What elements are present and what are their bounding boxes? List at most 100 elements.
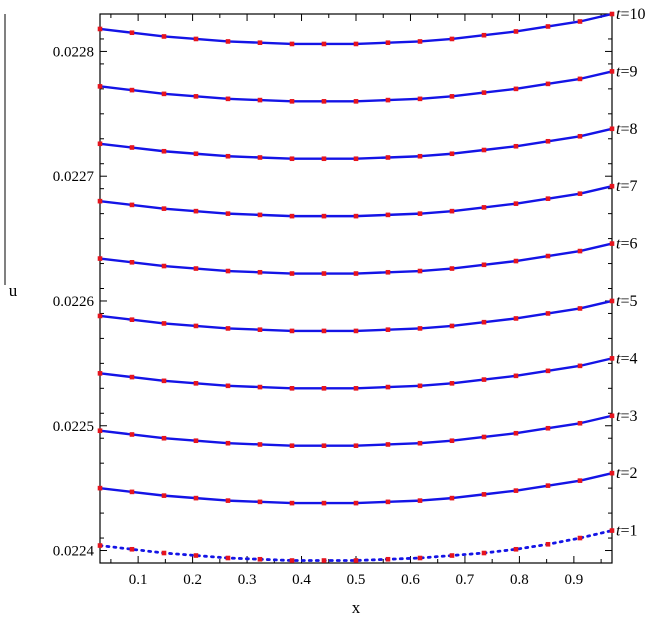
series-line bbox=[99, 414, 613, 447]
data-point bbox=[321, 558, 327, 563]
series-line bbox=[99, 242, 613, 275]
data-point bbox=[289, 443, 295, 449]
series-4 bbox=[97, 356, 615, 391]
data-point bbox=[353, 386, 359, 391]
data-point bbox=[129, 145, 135, 150]
data-point bbox=[353, 558, 359, 563]
y-tick-label: 0.0227 bbox=[53, 169, 95, 185]
data-point bbox=[161, 493, 167, 498]
data-point bbox=[513, 430, 519, 436]
data-point bbox=[609, 183, 615, 189]
series-6 bbox=[97, 241, 615, 276]
data-point bbox=[609, 356, 615, 361]
data-point bbox=[513, 201, 519, 206]
data-point bbox=[257, 97, 263, 103]
data-point bbox=[97, 256, 103, 261]
data-point bbox=[417, 383, 423, 389]
data-point bbox=[257, 384, 263, 390]
data-point bbox=[193, 323, 199, 329]
data-point bbox=[129, 259, 135, 265]
series-layer bbox=[97, 11, 615, 563]
data-point bbox=[481, 319, 487, 325]
data-point bbox=[225, 383, 231, 389]
data-point bbox=[289, 99, 295, 104]
data-point bbox=[417, 39, 423, 44]
data-point bbox=[257, 155, 263, 160]
data-point bbox=[545, 483, 551, 488]
data-point bbox=[449, 438, 455, 444]
data-point bbox=[97, 543, 103, 548]
data-point bbox=[321, 213, 327, 219]
data-point bbox=[193, 208, 199, 214]
data-point bbox=[353, 500, 359, 506]
data-point bbox=[545, 368, 551, 374]
series-label: t=5 bbox=[616, 293, 637, 310]
data-point bbox=[481, 90, 487, 95]
data-point bbox=[129, 432, 135, 437]
data-point bbox=[321, 156, 327, 162]
data-point bbox=[385, 269, 391, 275]
data-point bbox=[481, 147, 487, 153]
data-point bbox=[353, 41, 359, 47]
data-point bbox=[481, 377, 487, 382]
x-tick-label: 0.8 bbox=[510, 572, 529, 588]
data-point bbox=[161, 263, 167, 269]
data-point bbox=[193, 438, 199, 444]
data-point bbox=[225, 326, 231, 331]
data-point bbox=[225, 39, 231, 44]
data-point bbox=[449, 381, 455, 386]
y-axis: 0.0224 0.0225 0.0226 0.0227 0.0228 bbox=[53, 13, 612, 564]
data-point bbox=[161, 148, 167, 154]
data-point bbox=[481, 492, 487, 497]
data-point bbox=[513, 488, 519, 493]
plot-frame bbox=[4, 13, 613, 564]
data-point bbox=[97, 371, 103, 376]
series-label: t=1 bbox=[616, 523, 637, 540]
data-point bbox=[609, 298, 615, 304]
data-point bbox=[449, 495, 455, 501]
data-point bbox=[225, 153, 231, 159]
series-line bbox=[99, 299, 613, 333]
data-point bbox=[545, 425, 551, 431]
series-line bbox=[99, 357, 613, 390]
data-point bbox=[321, 386, 327, 391]
data-point bbox=[321, 99, 327, 104]
series-9 bbox=[97, 69, 615, 104]
x-tick-label: 0.5 bbox=[347, 572, 366, 588]
data-point bbox=[161, 206, 167, 211]
data-point bbox=[609, 413, 615, 419]
data-point bbox=[289, 328, 295, 334]
data-point bbox=[417, 268, 423, 274]
data-point bbox=[417, 211, 423, 216]
series-7 bbox=[97, 183, 615, 219]
data-point bbox=[289, 213, 295, 219]
x-tick-label: 0.1 bbox=[129, 572, 148, 588]
data-point bbox=[353, 271, 359, 276]
x-tick-label: 0.7 bbox=[456, 572, 475, 588]
data-point bbox=[609, 528, 615, 533]
data-point bbox=[417, 153, 423, 159]
x-tick-label: 0.4 bbox=[292, 572, 311, 588]
data-point bbox=[97, 84, 103, 89]
series-label: t=2 bbox=[616, 465, 637, 482]
data-point bbox=[513, 258, 519, 264]
data-point bbox=[577, 478, 583, 483]
data-point bbox=[129, 317, 135, 322]
data-point bbox=[609, 69, 615, 74]
data-point bbox=[545, 311, 551, 316]
series-10 bbox=[97, 11, 615, 47]
series-1 bbox=[97, 528, 615, 563]
data-point bbox=[513, 373, 519, 379]
data-point bbox=[385, 384, 391, 390]
x-tick-label: 0.2 bbox=[183, 572, 202, 588]
data-point bbox=[545, 138, 551, 144]
data-point bbox=[577, 248, 583, 254]
data-point bbox=[609, 241, 615, 246]
data-point bbox=[609, 470, 615, 476]
data-point bbox=[321, 271, 327, 276]
data-point bbox=[385, 40, 391, 45]
y-tick-label: 0.0228 bbox=[53, 44, 94, 60]
data-point bbox=[353, 213, 359, 219]
data-point bbox=[449, 323, 455, 329]
